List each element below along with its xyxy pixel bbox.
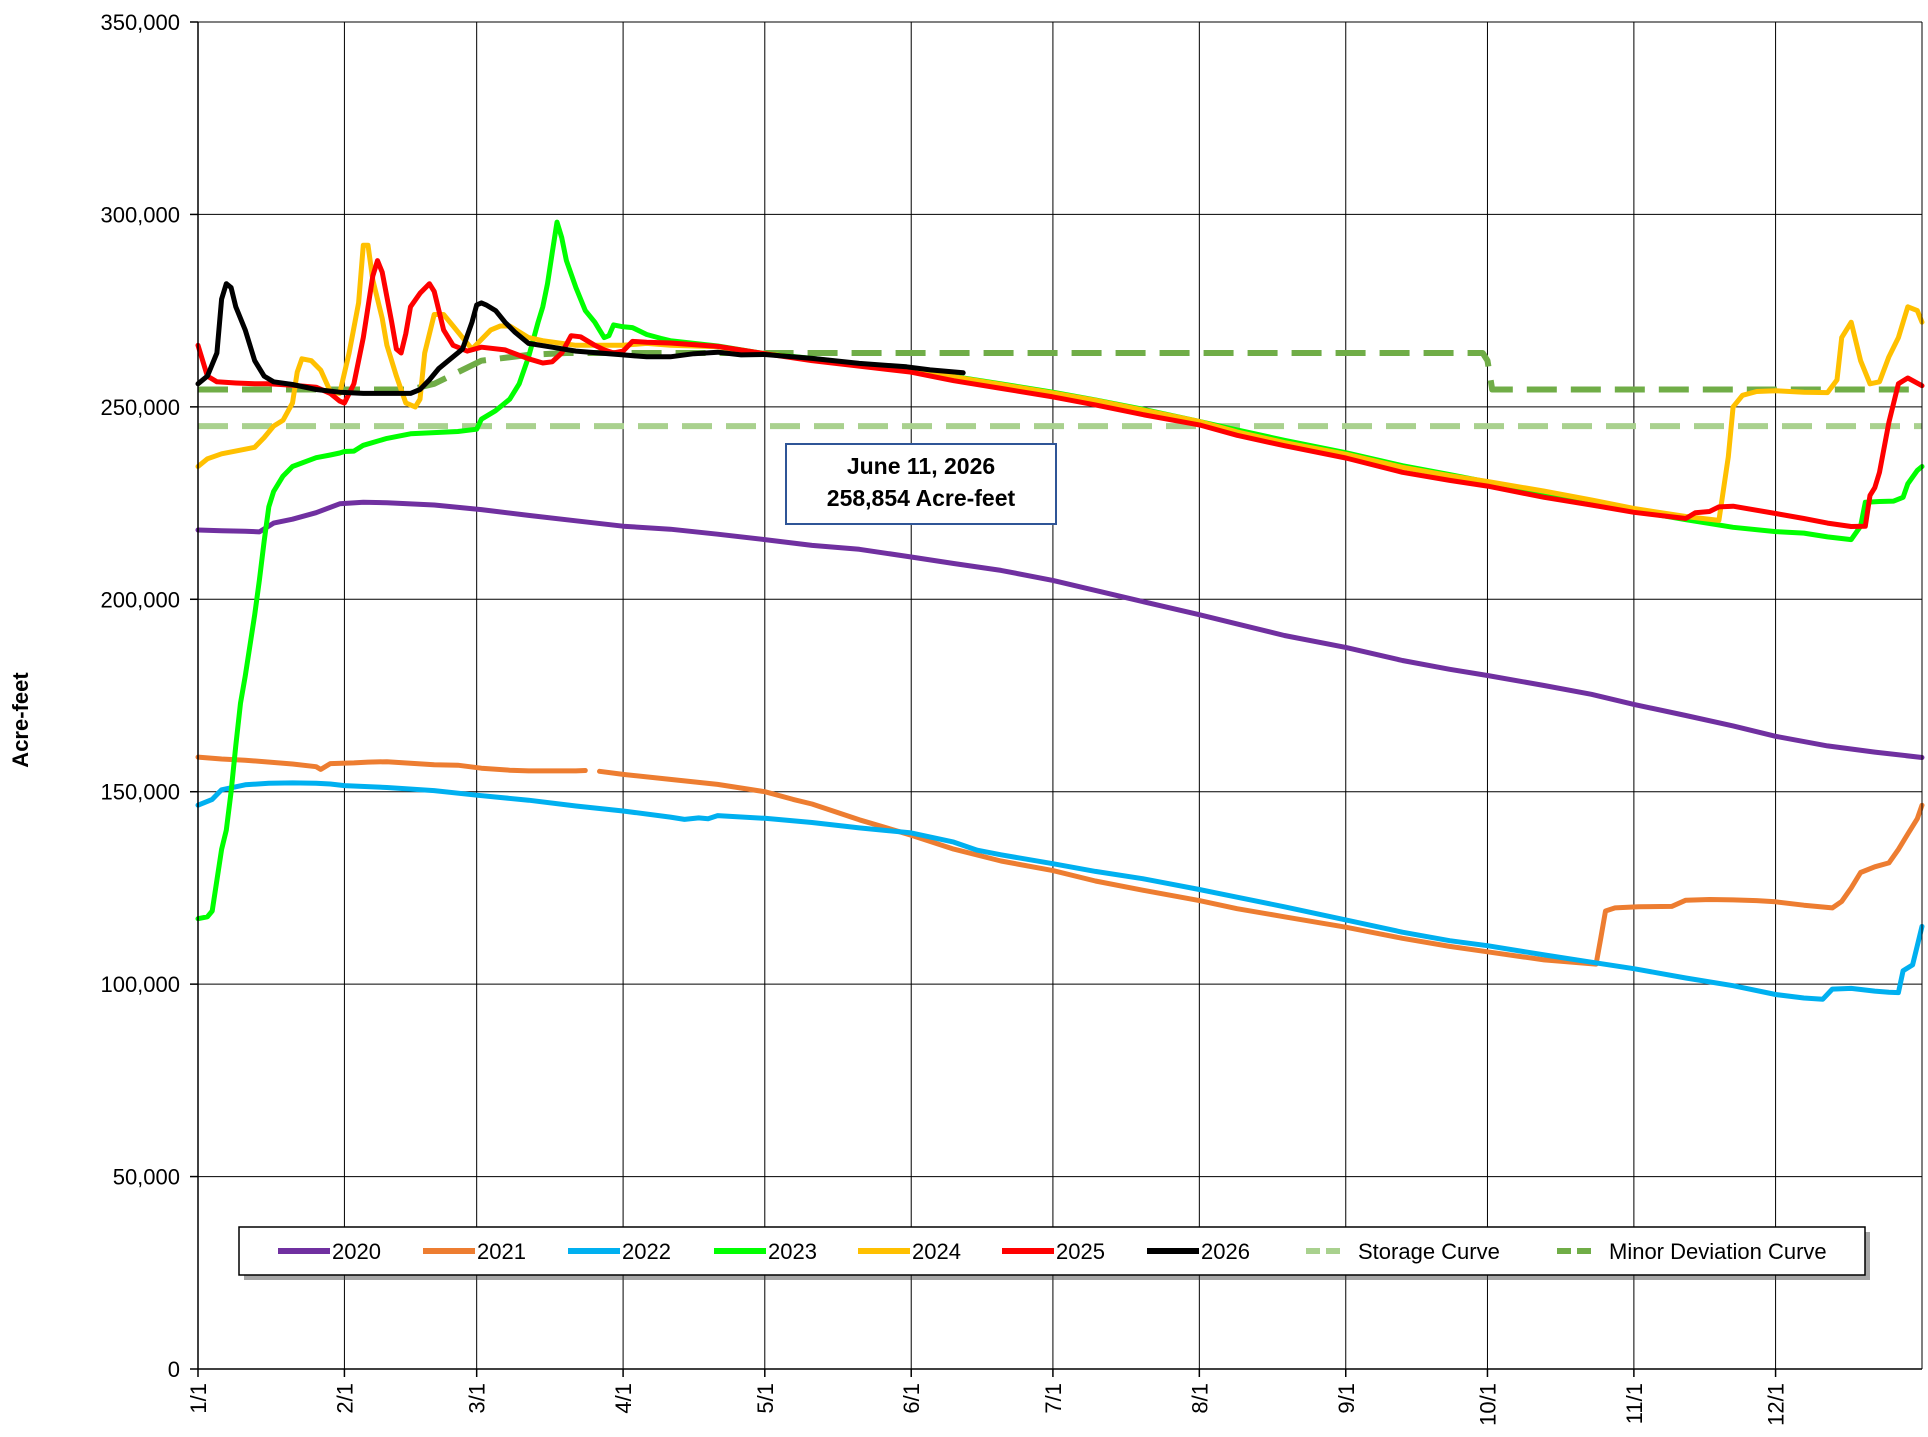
y-tick-label: 100,000 bbox=[100, 972, 180, 997]
x-tick-label: 1/1 bbox=[186, 1383, 211, 1414]
legend-label: 2025 bbox=[1056, 1239, 1105, 1264]
series-line-2025 bbox=[195, 258, 1925, 529]
y-tick-label: 200,000 bbox=[100, 587, 180, 612]
x-tick-label: 9/1 bbox=[1334, 1383, 1359, 1414]
x-tick-label: 10/1 bbox=[1475, 1383, 1500, 1426]
x-tick-label: 8/1 bbox=[1187, 1383, 1212, 1414]
x-tick-label: 4/1 bbox=[611, 1383, 636, 1414]
annotation-box: June 11, 2026 258,854 Acre-feet bbox=[785, 443, 1057, 525]
y-tick-label: 50,000 bbox=[113, 1165, 180, 1190]
annotation-date: June 11, 2026 bbox=[847, 453, 995, 479]
y-tick-label: 150,000 bbox=[100, 780, 180, 805]
x-tick-label: 6/1 bbox=[899, 1383, 924, 1414]
legend-label: Minor Deviation Curve bbox=[1609, 1239, 1827, 1264]
legend-label: 2023 bbox=[768, 1239, 817, 1264]
x-tick-label: 2/1 bbox=[332, 1383, 357, 1414]
series-line-2021 bbox=[195, 754, 1925, 967]
series-line-2026 bbox=[195, 281, 966, 396]
y-tick-label: 300,000 bbox=[100, 202, 180, 227]
legend: 2020 2021 2022 2023 2024 2025 2026 Storage Curv… bbox=[238, 1226, 1870, 1280]
x-tick-label: 5/1 bbox=[753, 1383, 778, 1414]
axes bbox=[197, 22, 1923, 1370]
series-layer bbox=[195, 219, 1925, 1002]
legend-label: 2021 bbox=[477, 1239, 526, 1264]
legend-label: 2026 bbox=[1201, 1239, 1250, 1264]
legend-label: 2020 bbox=[332, 1239, 381, 1264]
x-tick-labels: 1/1 2/1 3/1 4/1 5/1 6/1 7/1 8/1 9/1 10/1 11/1 12/1 bbox=[186, 1383, 1789, 1426]
y-tick-labels: 0 50,000 100,000 150,000 200,000 250,000 300,0… bbox=[100, 10, 180, 1382]
y-tick-label: 250,000 bbox=[100, 395, 180, 420]
x-tick-label: 12/1 bbox=[1764, 1383, 1789, 1426]
legend-label: Storage Curve bbox=[1358, 1239, 1500, 1264]
gridlines bbox=[190, 21, 1922, 1377]
x-tick-label: 3/1 bbox=[465, 1383, 490, 1414]
legend-label: 2022 bbox=[622, 1239, 671, 1264]
y-tick-label: 0 bbox=[168, 1357, 180, 1382]
legend-label: 2024 bbox=[912, 1239, 961, 1264]
annotation-value: 258,854 Acre-feet bbox=[827, 485, 1016, 511]
x-tick-label: 11/1 bbox=[1622, 1383, 1647, 1424]
y-tick-label: 350,000 bbox=[100, 10, 180, 35]
y-axis-label: Acre-feet bbox=[8, 672, 33, 768]
series-line-2020 bbox=[195, 499, 1925, 760]
x-tick-label: 7/1 bbox=[1041, 1383, 1066, 1414]
series-line-2022 bbox=[195, 780, 1925, 1002]
